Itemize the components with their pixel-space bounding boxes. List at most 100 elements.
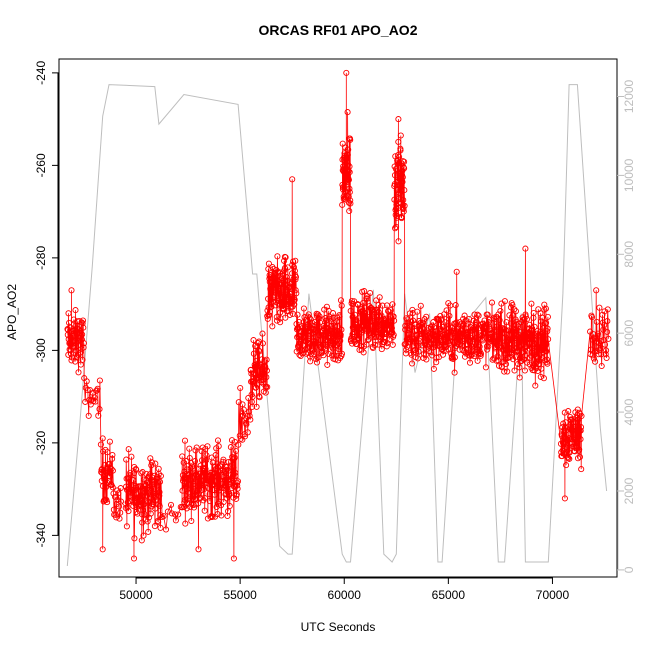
apo-point [277, 319, 284, 326]
apo-point [185, 471, 192, 478]
apo-point [92, 398, 99, 405]
apo-point [179, 453, 186, 460]
apo-point [141, 511, 148, 518]
apo-point [542, 305, 549, 312]
apo-point [503, 319, 510, 326]
apo-point [477, 350, 485, 357]
apo-point [240, 406, 247, 413]
apo-point [544, 313, 551, 320]
apo-point [108, 465, 115, 473]
apo-point [457, 341, 464, 348]
apo-point [225, 467, 232, 474]
apo-point [431, 332, 439, 339]
apo-point [208, 512, 215, 520]
apo-point [133, 466, 140, 473]
apo-point [231, 454, 238, 461]
apo-point [485, 343, 492, 350]
apo-point [106, 438, 113, 445]
apo-point [576, 453, 584, 461]
apo-point [484, 346, 491, 353]
apo-point [423, 356, 430, 363]
apo-point [571, 436, 578, 443]
apo-point [560, 427, 567, 434]
apo-point [152, 492, 160, 499]
apo-point [322, 315, 329, 322]
apo-point [249, 403, 256, 410]
apo-point [593, 318, 600, 325]
apo-point [123, 456, 130, 463]
apo-point [366, 319, 373, 326]
apo-point [249, 393, 256, 400]
apo-point [364, 295, 371, 302]
apo-point [577, 436, 584, 443]
apo-point [372, 341, 379, 349]
apo-point [211, 491, 218, 498]
apo-point [272, 289, 279, 296]
apo-point [185, 489, 192, 496]
apo-point [131, 535, 138, 542]
apo-point [305, 335, 312, 342]
apo-point [155, 518, 162, 526]
apo-point [99, 546, 106, 553]
apo-point [292, 273, 300, 281]
apo-point [79, 317, 87, 324]
apo-point [481, 317, 488, 324]
apo-point [427, 339, 434, 346]
apo-point [397, 132, 404, 139]
y2-tick-label: 0 [622, 566, 636, 573]
apo-point [594, 332, 601, 339]
apo-point [275, 287, 282, 294]
apo-point [145, 474, 152, 481]
apo-point [228, 437, 236, 444]
apo-point [590, 355, 597, 362]
apo-point [181, 499, 188, 506]
apo-point [471, 311, 478, 318]
apo-point [252, 384, 259, 391]
apo-point [210, 481, 217, 488]
apo-point [387, 307, 394, 314]
apo-point [210, 480, 217, 487]
apo-point [79, 331, 86, 338]
apo-point [244, 429, 251, 436]
apo-point [290, 264, 297, 271]
apo-point [263, 374, 270, 381]
apo-point [259, 340, 266, 347]
apo-point [520, 356, 527, 363]
apo-point [240, 412, 247, 419]
apo-point [346, 169, 353, 176]
apo-point [106, 473, 113, 480]
apo-point [588, 314, 596, 321]
apo-point [522, 313, 529, 320]
apo-point [151, 523, 158, 530]
apo-point [558, 432, 565, 440]
apo-point [217, 467, 224, 474]
apo-point [496, 339, 503, 346]
apo-point [162, 526, 170, 533]
apo-point [99, 482, 106, 490]
apo-point [157, 512, 164, 519]
apo-point [300, 329, 307, 336]
apo-point [117, 498, 125, 505]
apo-point [300, 305, 307, 312]
apo-point [346, 207, 353, 215]
apo-point [404, 343, 411, 350]
apo-point [433, 354, 440, 361]
apo-point [234, 485, 241, 492]
apo-point [357, 305, 364, 313]
apo-point [154, 479, 161, 486]
apo-point [501, 298, 508, 305]
apo-point [192, 447, 199, 454]
apo-point [565, 455, 572, 462]
apo-point [125, 508, 132, 515]
apo-point [451, 369, 458, 376]
apo-point [229, 453, 236, 460]
apo-point [241, 433, 249, 440]
apo-point [264, 383, 271, 391]
apo-point [382, 315, 390, 322]
apo-point [156, 503, 163, 510]
apo-point [130, 477, 137, 484]
apo-point [395, 116, 402, 123]
apo-point [511, 335, 518, 342]
apo-point [399, 204, 406, 211]
y-tick-label: -300 [34, 338, 48, 362]
